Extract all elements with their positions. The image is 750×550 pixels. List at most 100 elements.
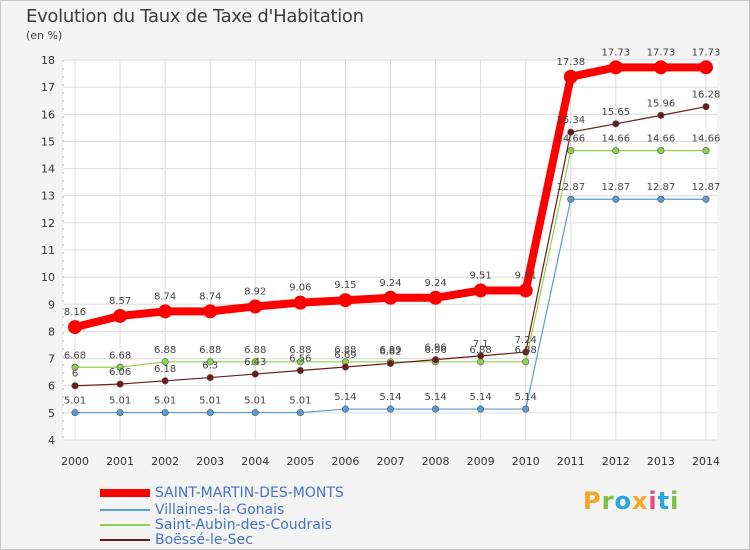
data-point xyxy=(251,370,259,378)
unit-label: (en %) xyxy=(26,29,63,42)
data-label: 6.68 xyxy=(109,350,131,361)
data-label: 9.24 xyxy=(424,278,446,289)
data-label: 5.01 xyxy=(244,396,266,407)
data-point xyxy=(116,409,124,417)
data-point xyxy=(653,60,668,75)
data-label: 17.38 xyxy=(556,57,585,68)
x-tick-label: 2008 xyxy=(422,455,450,468)
data-label: 14.66 xyxy=(692,134,721,145)
data-label: 9.06 xyxy=(289,283,311,294)
data-label: 15.96 xyxy=(647,98,676,109)
data-label: 6.88 xyxy=(515,345,537,356)
legend-swatch xyxy=(100,489,150,497)
legend-label: Boëssé-le-Sec xyxy=(155,532,253,548)
data-point xyxy=(113,308,128,323)
data-point xyxy=(341,405,349,413)
data-label: 12.87 xyxy=(692,182,721,193)
data-label: 12.87 xyxy=(602,182,631,193)
data-label: 5.14 xyxy=(470,392,492,403)
data-label: 12.87 xyxy=(556,182,585,193)
data-label: 9.24 xyxy=(379,278,401,289)
y-tick-label: 12 xyxy=(41,217,55,230)
proxiti-logo: Proxiti xyxy=(583,487,679,515)
legend-label: SAINT-MARTIN-DES-MONTS xyxy=(155,485,344,501)
data-point xyxy=(161,409,169,417)
legend-swatch xyxy=(100,524,150,526)
data-point xyxy=(567,128,575,136)
data-point xyxy=(206,409,214,417)
x-tick-label: 2006 xyxy=(331,455,359,468)
data-label: 6.69 xyxy=(334,350,356,361)
data-label: 6.88 xyxy=(334,345,356,356)
y-tick-label: 11 xyxy=(41,244,55,257)
legend-item: Villaines-la-Gonais xyxy=(100,502,284,518)
data-point xyxy=(522,348,530,356)
data-point xyxy=(702,103,710,111)
data-label: 6.88 xyxy=(289,345,311,356)
logo-letter: r xyxy=(601,487,615,515)
data-label: 15.34 xyxy=(556,115,585,126)
data-point xyxy=(522,358,530,366)
y-tick-label: 4 xyxy=(48,434,55,447)
data-point xyxy=(699,60,713,75)
data-point xyxy=(296,409,304,417)
data-point xyxy=(206,358,214,366)
data-point xyxy=(116,380,124,388)
data-point xyxy=(116,363,124,371)
chart-title: Evolution du Taux de Taxe d'Habitation xyxy=(26,6,364,27)
data-point xyxy=(206,374,214,382)
data-label: 6.88 xyxy=(244,345,266,356)
data-label: 9.15 xyxy=(334,280,356,291)
data-label: 6.18 xyxy=(154,364,176,375)
data-label: 9.51 xyxy=(470,270,492,281)
data-label: 5.01 xyxy=(64,396,86,407)
data-label: 15.65 xyxy=(602,107,631,118)
data-point xyxy=(657,111,665,119)
data-point xyxy=(251,358,259,366)
x-tick-label: 2010 xyxy=(512,455,540,468)
data-point xyxy=(567,195,575,203)
legend-label: Villaines-la-Gonais xyxy=(155,502,285,518)
x-tick-label: 2012 xyxy=(602,455,630,468)
logo-letter: t xyxy=(657,487,671,515)
logo-letter: i xyxy=(670,487,680,515)
data-point xyxy=(477,405,485,413)
data-label: 14.66 xyxy=(602,134,631,145)
data-label: 6.88 xyxy=(154,345,176,356)
data-point xyxy=(296,367,304,375)
logo-letter: P xyxy=(583,487,602,515)
data-point xyxy=(657,147,665,155)
logo-letter: i xyxy=(648,487,658,515)
y-tick-label: 9 xyxy=(48,298,55,311)
data-point xyxy=(612,195,620,203)
y-tick-label: 10 xyxy=(41,271,55,284)
y-tick-label: 16 xyxy=(41,108,55,121)
data-label: 12.87 xyxy=(647,182,676,193)
y-tick-label: 5 xyxy=(48,407,55,420)
data-label: 14.66 xyxy=(647,134,676,145)
x-tick-label: 2004 xyxy=(241,455,269,468)
data-label: 8.74 xyxy=(199,291,221,302)
data-point xyxy=(657,195,665,203)
data-label: 16.28 xyxy=(692,90,721,101)
y-tick-label: 18 xyxy=(41,54,55,67)
data-label: 5.01 xyxy=(154,396,176,407)
data-point xyxy=(612,120,620,128)
data-label: 9.51 xyxy=(515,270,537,281)
data-label: 6.3 xyxy=(202,361,218,372)
data-label: 6.88 xyxy=(470,345,492,356)
legend-swatch xyxy=(100,509,150,511)
data-point xyxy=(203,304,218,319)
x-tick-label: 2001 xyxy=(106,455,134,468)
y-tick-label: 14 xyxy=(41,163,55,176)
data-point xyxy=(518,283,533,298)
data-label: 14.66 xyxy=(556,134,585,145)
data-label: 5.01 xyxy=(199,396,221,407)
data-label: 6.82 xyxy=(379,346,401,357)
x-tick-label: 2000 xyxy=(61,455,89,468)
data-point xyxy=(161,377,169,385)
data-label: 6.43 xyxy=(244,357,266,368)
data-point xyxy=(251,409,259,417)
data-label: 17.73 xyxy=(692,47,721,58)
y-tick-label: 17 xyxy=(41,81,55,94)
